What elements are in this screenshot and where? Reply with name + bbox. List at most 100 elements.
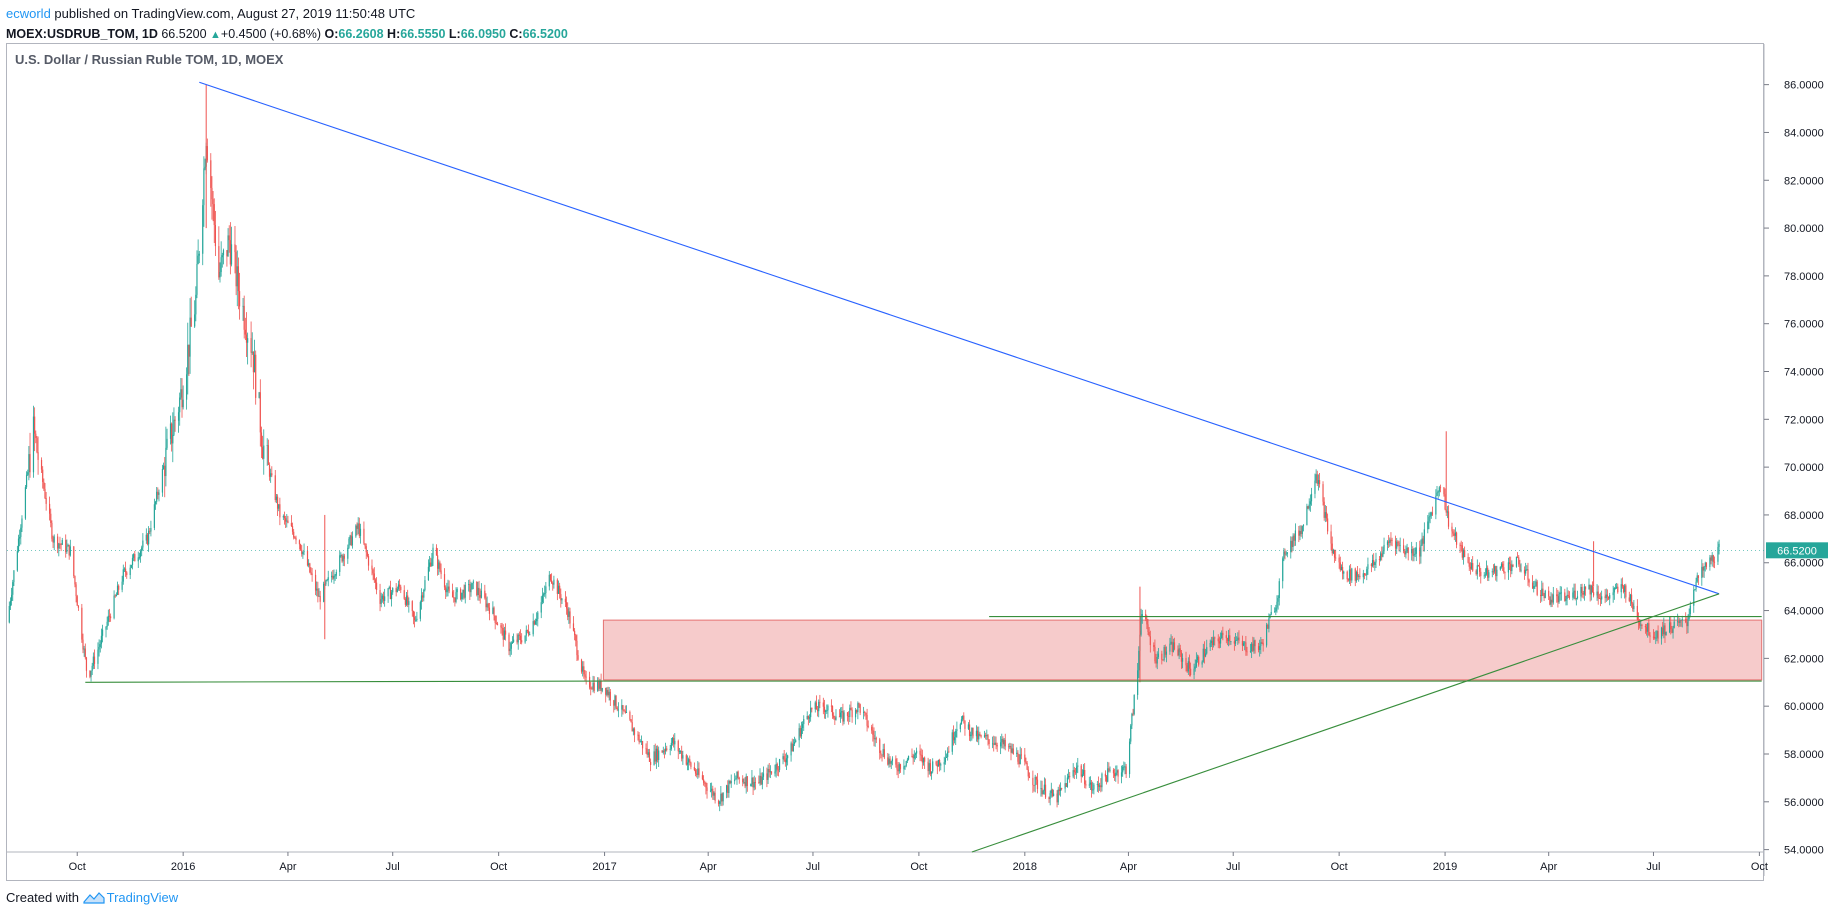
candle-body bbox=[60, 544, 62, 545]
candle-body bbox=[711, 788, 713, 791]
candle-body bbox=[316, 588, 318, 591]
open-value: 66.2608 bbox=[338, 27, 384, 41]
candle-body bbox=[340, 555, 342, 556]
candle-body bbox=[760, 775, 762, 785]
candle-body bbox=[1406, 547, 1408, 551]
candle-body bbox=[1316, 474, 1318, 484]
candle-body bbox=[1019, 754, 1021, 765]
candle-body bbox=[605, 687, 607, 695]
candle-body bbox=[783, 756, 785, 760]
candle-body bbox=[1541, 588, 1543, 597]
candle-body bbox=[454, 597, 456, 602]
candle-body bbox=[1203, 648, 1206, 657]
candle-body bbox=[666, 748, 668, 751]
candle-body bbox=[754, 781, 756, 783]
candle-body bbox=[1566, 594, 1568, 599]
candle-body bbox=[607, 690, 609, 696]
candle-body bbox=[275, 496, 278, 501]
candle-body bbox=[1011, 748, 1013, 753]
candle-body bbox=[1616, 586, 1618, 588]
candle-body bbox=[138, 556, 141, 558]
candle-body bbox=[712, 788, 714, 796]
candle-body bbox=[476, 581, 478, 596]
candle-body bbox=[1435, 495, 1437, 515]
candle-body bbox=[641, 741, 644, 749]
candle-body bbox=[533, 621, 535, 625]
high-label: H: bbox=[387, 27, 401, 41]
candle-body bbox=[81, 607, 83, 640]
candle-body bbox=[1170, 641, 1172, 644]
author-link[interactable]: ecworld bbox=[6, 6, 51, 21]
candle-body bbox=[65, 540, 67, 553]
candle-body bbox=[244, 329, 246, 335]
candle-body bbox=[1656, 631, 1658, 638]
tradingview-logo-icon[interactable] bbox=[83, 891, 105, 904]
candle-body bbox=[633, 728, 636, 735]
candle-body bbox=[139, 551, 142, 557]
candle-body bbox=[501, 627, 503, 629]
candle-body bbox=[936, 764, 938, 767]
candle-body bbox=[485, 597, 487, 608]
candle-body bbox=[1504, 572, 1506, 573]
candle-body bbox=[1291, 540, 1293, 547]
candle-body bbox=[92, 656, 94, 666]
candle-body bbox=[1003, 739, 1005, 745]
candle-body bbox=[469, 584, 471, 593]
candle-body bbox=[572, 623, 575, 631]
candle-body bbox=[298, 540, 301, 545]
candle-body bbox=[1520, 569, 1522, 571]
tradingview-link[interactable]: TradingView bbox=[106, 890, 179, 905]
candle-body bbox=[251, 351, 253, 353]
candle-body bbox=[404, 598, 406, 605]
candle-body bbox=[1346, 571, 1348, 580]
y-tick-label: 74.0000 bbox=[1784, 367, 1824, 379]
candle-body bbox=[456, 589, 458, 593]
candle-body bbox=[1251, 643, 1253, 652]
candle-body bbox=[1040, 788, 1042, 789]
candle-body bbox=[1548, 590, 1550, 597]
candle-body bbox=[1128, 741, 1131, 775]
candle-body bbox=[685, 755, 687, 765]
candle-body bbox=[293, 531, 295, 538]
candle-body bbox=[1709, 557, 1711, 567]
candle-body bbox=[623, 710, 625, 712]
candle-body bbox=[1153, 645, 1155, 647]
candle-body bbox=[1601, 596, 1603, 600]
candle-body bbox=[423, 589, 425, 598]
candle-body bbox=[706, 787, 708, 791]
candle-body bbox=[453, 597, 455, 599]
candle-body bbox=[1065, 783, 1067, 787]
candle-body bbox=[1697, 575, 1699, 578]
candle-body bbox=[317, 588, 319, 597]
candle-body bbox=[1429, 515, 1431, 517]
candle-body bbox=[69, 546, 71, 556]
candle-body bbox=[1657, 631, 1659, 639]
candle-body bbox=[1549, 596, 1551, 605]
candle-body bbox=[1066, 777, 1069, 787]
candle-body bbox=[98, 646, 100, 650]
candle-body bbox=[953, 737, 956, 741]
candle-body bbox=[621, 705, 623, 710]
candle-body bbox=[1171, 641, 1173, 652]
candle-body bbox=[1133, 694, 1135, 715]
candle-body bbox=[1640, 624, 1642, 626]
candle-body bbox=[1584, 586, 1587, 590]
candle-body bbox=[971, 727, 973, 735]
candle-body bbox=[302, 551, 304, 555]
candle-body bbox=[1196, 656, 1199, 660]
candle-body bbox=[194, 314, 196, 327]
candle-body bbox=[825, 710, 827, 712]
candle-body bbox=[598, 681, 600, 689]
candle-body bbox=[1648, 623, 1650, 636]
candle-body bbox=[1621, 584, 1623, 587]
candle-body bbox=[1580, 586, 1582, 597]
current-price-label: 66.5200 bbox=[1777, 545, 1817, 557]
candle-body bbox=[1172, 642, 1174, 652]
candle-body bbox=[776, 763, 778, 770]
candle-body bbox=[42, 469, 44, 482]
candle-body bbox=[638, 734, 640, 742]
candle-body bbox=[227, 235, 229, 257]
candle-body bbox=[1285, 553, 1287, 555]
candle-body bbox=[1286, 552, 1288, 554]
